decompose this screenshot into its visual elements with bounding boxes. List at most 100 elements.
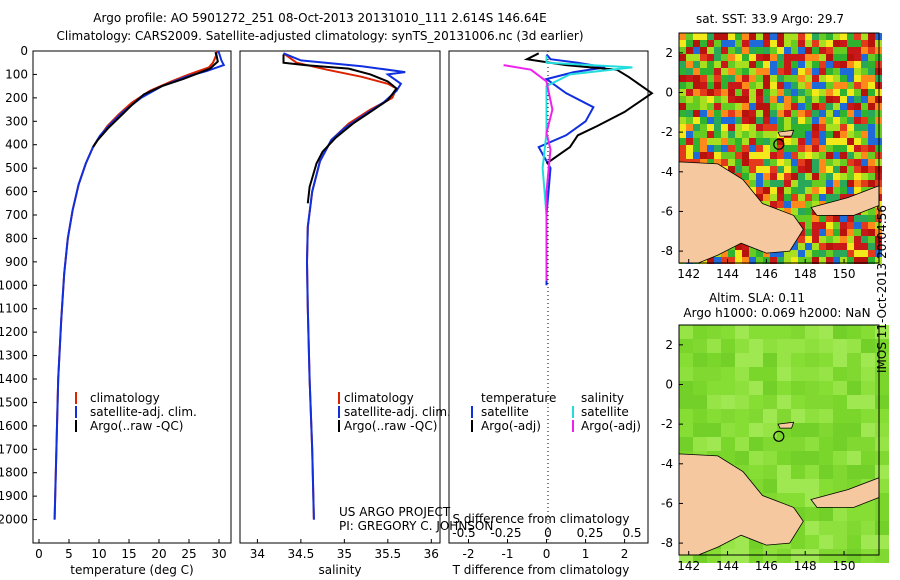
- x-tick-label: 5: [65, 547, 73, 561]
- map-cell: [875, 465, 889, 479]
- map-cell: [721, 82, 728, 89]
- map-cell: [693, 89, 700, 96]
- map-cell: [833, 409, 847, 423]
- top-tick-label: 0: [544, 526, 552, 540]
- map-cell: [819, 535, 833, 549]
- map-cell: [721, 257, 728, 264]
- map-cell: [861, 61, 868, 68]
- depth-tick-label: 1500: [0, 395, 28, 409]
- map-cell: [735, 89, 742, 96]
- map-cell: [812, 159, 819, 166]
- map-cell: [749, 423, 763, 437]
- map-cell: [770, 96, 777, 103]
- map-cell: [826, 138, 833, 145]
- map-cell: [791, 138, 798, 145]
- map-cell: [714, 110, 721, 117]
- map-cell: [679, 437, 693, 451]
- map-cell: [784, 166, 791, 173]
- map-cell: [707, 61, 714, 68]
- map-cell: [840, 40, 847, 47]
- map-cell: [847, 82, 854, 89]
- map-cell: [812, 250, 819, 257]
- map-cell: [819, 215, 826, 222]
- map-cell: [791, 549, 805, 563]
- x-tick-label: 10: [91, 547, 106, 561]
- map-cell: [749, 187, 756, 194]
- map-cell: [735, 367, 749, 381]
- map-cell: [735, 68, 742, 75]
- map-cell: [784, 47, 791, 54]
- map-cell: [721, 409, 735, 423]
- map-cell: [812, 103, 819, 110]
- map-cell: [833, 159, 840, 166]
- map-cell: [749, 549, 763, 563]
- map-cell: [791, 117, 798, 124]
- map-cell: [812, 236, 819, 243]
- map-cell: [826, 222, 833, 229]
- map-cell: [805, 68, 812, 75]
- depth-tick-label: 700: [5, 208, 28, 222]
- sla-map-subtitle: Argo h1000: 0.069 h2000: NaN: [683, 306, 870, 320]
- map-cell: [756, 159, 763, 166]
- sst-map-title: sat. SST: 33.9 Argo: 29.7: [696, 12, 844, 26]
- map-cell: [784, 96, 791, 103]
- map-cell: [868, 75, 875, 82]
- map-cell: [749, 145, 756, 152]
- map-cell: [805, 451, 819, 465]
- map-cell: [798, 236, 805, 243]
- map-y-tick-label: -6: [661, 496, 673, 510]
- map-cell: [756, 96, 763, 103]
- map-cell: [791, 152, 798, 159]
- map-cell: [679, 325, 693, 339]
- map-cell: [791, 201, 798, 208]
- map-cell: [756, 89, 763, 96]
- map-cell: [861, 82, 868, 89]
- map-cell: [854, 54, 861, 61]
- map-cell: [700, 145, 707, 152]
- map-x-tick-label: 144: [716, 267, 739, 281]
- map-cell: [777, 96, 784, 103]
- map-cell: [679, 339, 693, 353]
- map-cell: [840, 229, 847, 236]
- map-cell: [763, 180, 770, 187]
- map-cell: [693, 61, 700, 68]
- map-cell: [868, 243, 875, 250]
- map-cell: [819, 423, 833, 437]
- map-cell: [798, 124, 805, 131]
- map-cell: [819, 451, 833, 465]
- map-cell: [693, 82, 700, 89]
- map-cell: [728, 117, 735, 124]
- map-cell: [868, 96, 875, 103]
- map-cell: [833, 222, 840, 229]
- map-cell: [812, 117, 819, 124]
- depth-tick-label: 1400: [0, 372, 28, 386]
- salinity-legend-argo: Argo(..raw -QC): [344, 419, 437, 433]
- map-cell: [847, 507, 861, 521]
- map-cell: [756, 110, 763, 117]
- map-cell: [735, 339, 749, 353]
- map-cell: [861, 437, 875, 451]
- map-cell: [721, 40, 728, 47]
- x-tick-label: -2: [463, 547, 475, 561]
- map-cell: [861, 124, 868, 131]
- map-y-tick-label: 2: [665, 46, 673, 60]
- map-cell: [819, 236, 826, 243]
- map-cell: [812, 222, 819, 229]
- map-cell: [833, 437, 847, 451]
- map-cell: [749, 381, 763, 395]
- map-x-tick-label: 146: [755, 559, 778, 573]
- map-cell: [847, 465, 861, 479]
- map-cell: [735, 549, 749, 563]
- map-cell: [847, 521, 861, 535]
- map-cell: [777, 257, 784, 264]
- series-line-argo-raw-qc-: [92, 51, 219, 148]
- map-cell: [805, 166, 812, 173]
- map-cell: [847, 250, 854, 257]
- map-cell: [742, 138, 749, 145]
- map-cell: [756, 131, 763, 138]
- map-cell: [784, 159, 791, 166]
- map-cell: [812, 201, 819, 208]
- map-cell: [805, 437, 819, 451]
- difference-xlabel: T difference from climatology: [452, 563, 630, 577]
- map-cell: [749, 152, 756, 159]
